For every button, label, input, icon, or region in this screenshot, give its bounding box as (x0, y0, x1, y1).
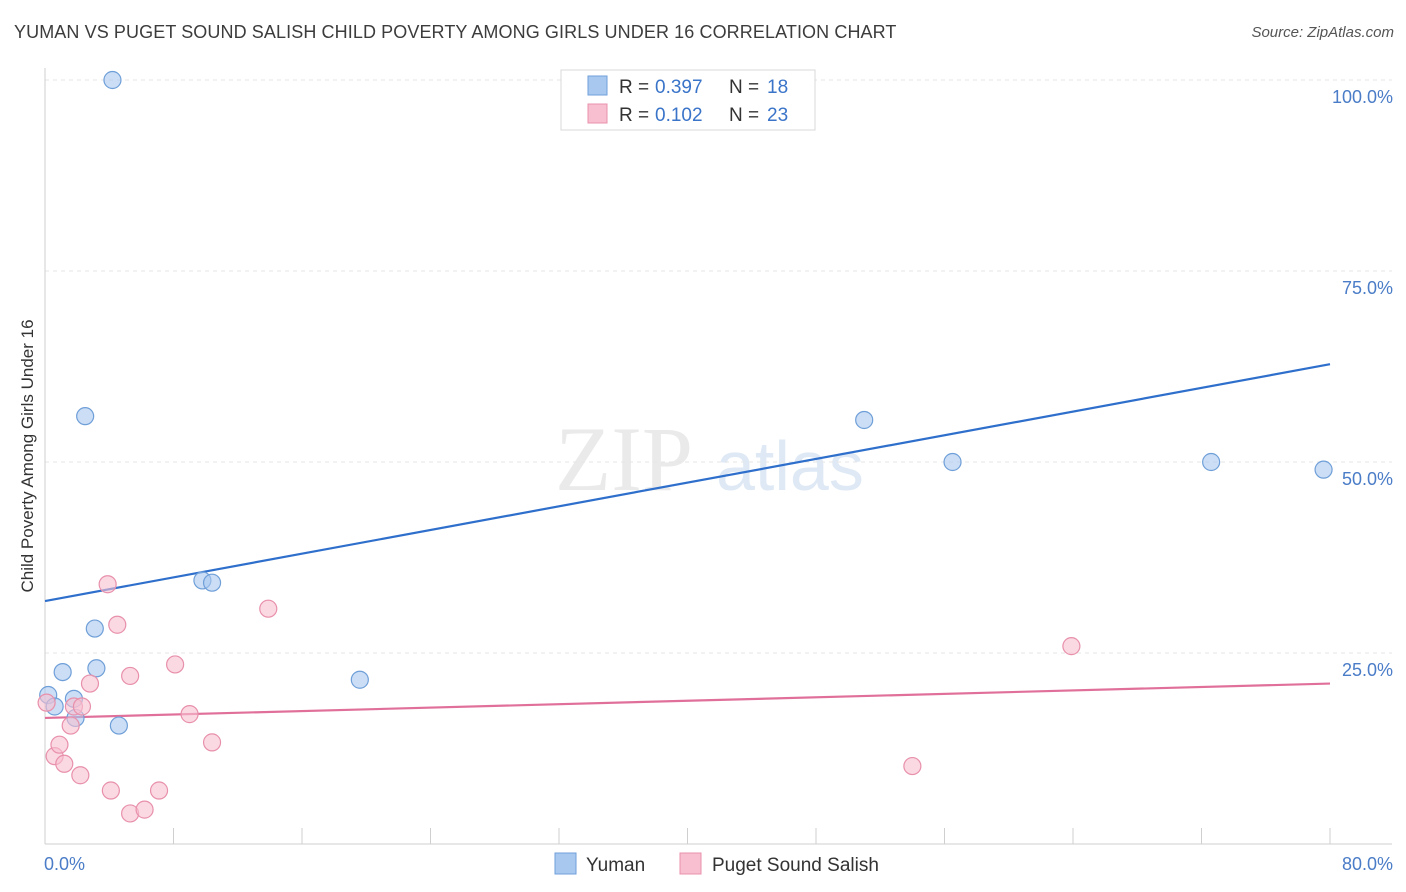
stats-r-label-yuman: R = (619, 77, 649, 98)
salish-point-14 (135, 800, 154, 819)
salish-point-10 (101, 781, 120, 800)
salish-point-18 (202, 733, 222, 752)
salish-point-15 (149, 781, 169, 800)
salish-point-17 (180, 705, 199, 724)
salish-point-4 (61, 716, 80, 735)
salish-point-19 (259, 599, 278, 618)
salish-point-20 (1062, 637, 1081, 656)
y-tick-label-100: 100.0% (1332, 87, 1393, 107)
legend-label-salish: Puget Sound Salish (712, 855, 879, 876)
salish-point-11 (108, 615, 127, 634)
salish-point-8 (80, 674, 100, 693)
yuman-point-12 (350, 670, 369, 689)
yuman-point-4 (53, 662, 72, 682)
legend-swatch-yuman (554, 852, 577, 875)
y-tick-label-50: 50.0% (1342, 469, 1393, 489)
chart-title: YUMAN VS PUGET SOUND SALISH CHILD POVERT… (14, 22, 897, 42)
grid-lines (45, 79, 1392, 654)
yuman-point-8 (87, 659, 106, 678)
axes (44, 68, 1392, 845)
salish-point-21 (903, 756, 922, 776)
series-legend: Yuman Puget Sound Salish (554, 852, 879, 876)
y-tick-label-75: 75.0% (1342, 278, 1393, 298)
yuman-point-15 (1202, 452, 1221, 472)
stats-swatch-yuman (587, 75, 608, 96)
yuman-trend-line (44, 363, 1331, 603)
y-tick-labels: 25.0% 50.0% 75.0% 100.0% (1332, 87, 1393, 680)
yuman-point-11 (202, 573, 222, 592)
yuman-point-13 (855, 410, 874, 430)
stats-n-label-salish: N = (729, 105, 759, 126)
salish-point-6 (71, 766, 90, 785)
salish-point-0 (37, 693, 56, 712)
salish-point-3 (55, 754, 74, 773)
salish-point-2 (50, 735, 69, 754)
salish-trend-line (44, 682, 1331, 720)
data-points (37, 70, 1333, 823)
stats-r-value-yuman: 0.397 (655, 77, 703, 98)
salish-point-12 (121, 666, 140, 686)
yuman-point-1 (76, 407, 95, 426)
yuman-point-16 (1314, 460, 1333, 479)
stats-r-value-salish: 0.102 (655, 105, 703, 126)
source-credit: Source: ZipAtlas.com (1251, 24, 1394, 41)
salish-point-9 (98, 575, 117, 594)
stats-n-label-yuman: N = (729, 77, 759, 98)
yuman-point-14 (943, 452, 962, 472)
stats-n-value-salish: 23 (767, 105, 788, 126)
watermark-atlas: atlas (716, 427, 864, 505)
salish-point-7 (72, 697, 92, 716)
yuman-point-9 (109, 716, 128, 735)
x-tick-label-max: 80.0% (1342, 854, 1393, 874)
legend-label-yuman: Yuman (586, 855, 645, 876)
stats-r-label-salish: R = (619, 105, 649, 126)
legend-swatch-salish (679, 852, 702, 875)
x-ticks (173, 828, 1331, 844)
x-tick-label-min: 0.0% (44, 854, 85, 874)
yuman-point-0 (103, 70, 122, 90)
stats-n-value-yuman: 18 (767, 77, 788, 98)
watermark: ZIP atlas (555, 408, 864, 510)
stats-legend: R = 0.397 N = 18 R = 0.102 N = 23 (560, 69, 816, 131)
stats-swatch-salish (587, 103, 608, 124)
y-axis-title: Child Poverty Among Girls Under 16 (18, 319, 37, 592)
y-tick-label-25: 25.0% (1342, 660, 1393, 680)
trend-lines (44, 363, 1331, 720)
yuman-point-7 (85, 619, 104, 638)
watermark-zip: ZIP (555, 408, 693, 510)
salish-point-16 (166, 655, 185, 674)
